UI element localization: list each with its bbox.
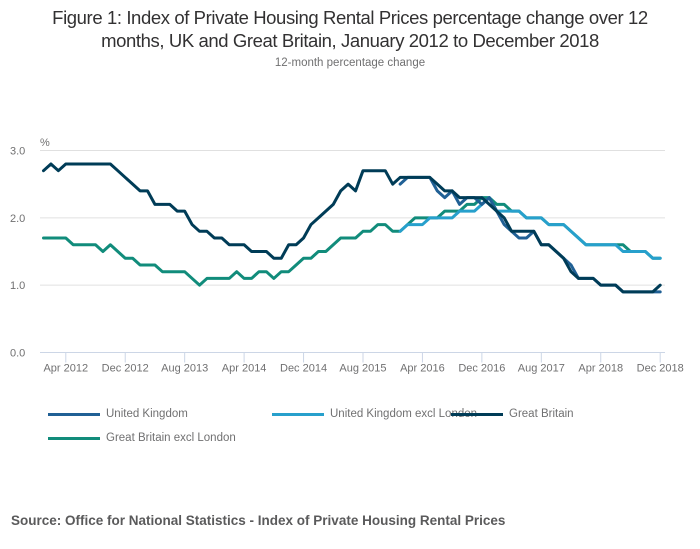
x-tick-label: Apr 2016 xyxy=(400,363,445,375)
y-tick-label: 2.0 xyxy=(10,213,25,225)
x-tick-label: Aug 2013 xyxy=(161,363,208,375)
source-note: Source: Office for National Statistics -… xyxy=(11,513,506,528)
y-tick-label: 1.0 xyxy=(10,280,25,292)
x-tick-label: Aug 2017 xyxy=(518,363,565,375)
chart-title-line-1: Figure 1: Index of Private Housing Renta… xyxy=(52,7,648,28)
x-tick-label: Dec 2016 xyxy=(458,363,505,375)
legend-label: United Kingdom excl London xyxy=(330,408,478,420)
legend-label: Great Britain xyxy=(509,408,574,420)
legend-item[interactable]: United Kingdom xyxy=(48,406,188,422)
legend-swatch xyxy=(48,412,100,416)
series-lines xyxy=(42,162,662,294)
x-tick-label: Dec 2014 xyxy=(280,363,327,375)
legend-swatch xyxy=(272,412,324,416)
series-line-great-britain-excl-london xyxy=(42,196,662,287)
chart-title: Figure 1: Index of Private Housing Renta… xyxy=(0,6,700,52)
x-tick-label: Dec 2012 xyxy=(102,363,149,375)
legend-item[interactable]: Great Britain xyxy=(451,406,574,422)
chart-title-line-2: months, UK and Great Britain, January 20… xyxy=(101,30,599,51)
legend-item[interactable]: United Kingdom excl London xyxy=(272,406,477,422)
y-tick-label: 0.0 xyxy=(10,348,25,360)
legend-label: Great Britain excl London xyxy=(106,432,236,444)
legend-label: United Kingdom xyxy=(106,408,188,420)
chart-subtitle: 12-month percentage change xyxy=(274,57,426,69)
series-line-united-kingdom-excl-london xyxy=(398,196,662,260)
gridlines xyxy=(40,150,665,286)
series-line-great-britain xyxy=(42,162,662,294)
y-tick-label: 3.0 xyxy=(10,146,25,158)
y-axis: 0.0 1.0 2.0 3.0 xyxy=(10,146,25,360)
x-tick-label: Aug 2015 xyxy=(339,363,386,375)
x-tick-label: Apr 2014 xyxy=(222,363,267,375)
legend-swatch xyxy=(451,412,503,416)
x-tick-label: Apr 2018 xyxy=(578,363,623,375)
x-tick-label: Apr 2012 xyxy=(43,363,88,375)
x-axis: Apr 2012 Dec 2012 Aug 2013 Apr 2014 Dec 2014… xyxy=(40,352,684,375)
legend-item[interactable]: Great Britain excl London xyxy=(48,430,236,446)
x-tick-label: Dec 2018 xyxy=(637,363,684,375)
y-axis-unit-label: % xyxy=(40,137,50,149)
line-chart: 0.01.02.03.0 % Apr 2012 Dec 2012 Aug 2013 A… xyxy=(10,137,684,375)
series-line-united-kingdom xyxy=(398,175,662,294)
legend-swatch xyxy=(48,436,100,440)
